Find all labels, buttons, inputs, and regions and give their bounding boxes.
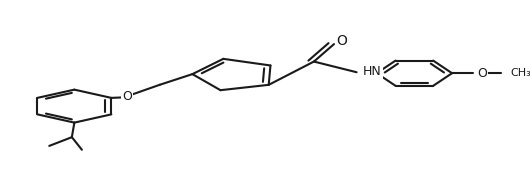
Text: HN: HN xyxy=(363,65,382,78)
Text: O: O xyxy=(477,67,487,80)
Text: CH₃: CH₃ xyxy=(511,68,530,78)
Text: O: O xyxy=(336,34,347,48)
Text: O: O xyxy=(122,90,132,103)
